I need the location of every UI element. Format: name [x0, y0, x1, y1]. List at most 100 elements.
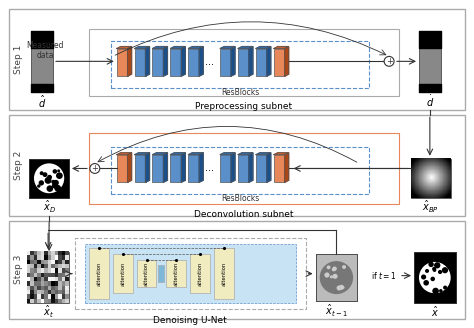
Circle shape	[90, 164, 100, 174]
Circle shape	[332, 266, 337, 271]
Circle shape	[439, 289, 443, 293]
Circle shape	[56, 172, 63, 179]
Text: Measured
data: Measured data	[27, 41, 64, 60]
Circle shape	[332, 268, 336, 271]
FancyBboxPatch shape	[153, 49, 164, 76]
Circle shape	[339, 285, 344, 290]
Circle shape	[342, 286, 345, 289]
FancyBboxPatch shape	[89, 248, 109, 299]
FancyBboxPatch shape	[190, 254, 210, 293]
Text: attention: attention	[144, 261, 149, 286]
Text: attention: attention	[198, 261, 203, 286]
FancyBboxPatch shape	[111, 41, 369, 88]
Polygon shape	[146, 47, 149, 76]
Circle shape	[421, 275, 426, 279]
Polygon shape	[128, 47, 132, 76]
Circle shape	[428, 262, 434, 267]
FancyBboxPatch shape	[89, 29, 399, 96]
Circle shape	[443, 286, 447, 290]
Polygon shape	[164, 47, 167, 76]
Text: attention: attention	[120, 261, 125, 286]
Polygon shape	[274, 153, 289, 155]
Polygon shape	[182, 47, 185, 76]
FancyBboxPatch shape	[135, 155, 146, 182]
Circle shape	[324, 273, 329, 277]
FancyBboxPatch shape	[188, 155, 199, 182]
Circle shape	[432, 288, 439, 294]
FancyBboxPatch shape	[9, 115, 465, 215]
Polygon shape	[170, 47, 185, 49]
Circle shape	[46, 185, 53, 192]
Circle shape	[342, 265, 346, 269]
FancyBboxPatch shape	[170, 155, 182, 182]
Circle shape	[55, 185, 61, 192]
FancyBboxPatch shape	[214, 248, 234, 299]
FancyBboxPatch shape	[170, 49, 182, 76]
Text: attention: attention	[96, 261, 101, 286]
FancyBboxPatch shape	[158, 265, 164, 282]
FancyBboxPatch shape	[316, 254, 357, 301]
Circle shape	[432, 267, 436, 271]
Polygon shape	[146, 153, 149, 182]
FancyBboxPatch shape	[274, 155, 285, 182]
Circle shape	[434, 262, 440, 268]
Text: ...: ...	[205, 57, 214, 67]
Circle shape	[337, 285, 342, 291]
Polygon shape	[285, 47, 289, 76]
Polygon shape	[238, 47, 253, 49]
Circle shape	[319, 261, 353, 294]
Polygon shape	[231, 153, 235, 182]
FancyBboxPatch shape	[220, 49, 231, 76]
Polygon shape	[285, 153, 289, 182]
Circle shape	[51, 180, 55, 184]
Text: $\hat{x}_t$: $\hat{x}_t$	[43, 304, 54, 320]
Circle shape	[53, 180, 59, 186]
FancyBboxPatch shape	[316, 254, 357, 301]
FancyBboxPatch shape	[75, 238, 306, 309]
FancyBboxPatch shape	[220, 155, 231, 182]
Circle shape	[37, 184, 41, 188]
Text: Deconvolution subnet: Deconvolution subnet	[194, 210, 294, 219]
Circle shape	[430, 277, 435, 281]
Text: $\hat{x}_{BP}$: $\hat{x}_{BP}$	[422, 199, 439, 215]
Polygon shape	[128, 153, 132, 182]
Circle shape	[45, 177, 52, 184]
Polygon shape	[267, 47, 271, 76]
FancyBboxPatch shape	[31, 31, 53, 92]
Text: $\hat{x}_D$: $\hat{x}_D$	[43, 199, 55, 215]
Text: +: +	[91, 164, 98, 173]
FancyBboxPatch shape	[238, 155, 249, 182]
Text: +: +	[386, 57, 392, 66]
FancyBboxPatch shape	[153, 155, 164, 182]
Circle shape	[330, 276, 333, 278]
Text: $\hat{x}$: $\hat{x}$	[431, 305, 439, 319]
Text: $\hat{x}_{t-1}$: $\hat{x}_{t-1}$	[325, 303, 348, 319]
Polygon shape	[256, 153, 271, 155]
Circle shape	[57, 169, 60, 172]
Polygon shape	[135, 47, 149, 49]
Circle shape	[384, 56, 394, 66]
Text: ResBlocks: ResBlocks	[221, 88, 259, 97]
FancyBboxPatch shape	[29, 159, 69, 198]
Circle shape	[43, 172, 47, 177]
FancyBboxPatch shape	[9, 9, 465, 110]
Polygon shape	[153, 153, 167, 155]
FancyBboxPatch shape	[166, 260, 186, 287]
Circle shape	[433, 268, 436, 272]
Polygon shape	[164, 153, 167, 182]
Text: ResBlocks: ResBlocks	[221, 194, 259, 203]
Circle shape	[425, 269, 429, 273]
Polygon shape	[256, 47, 271, 49]
FancyBboxPatch shape	[414, 252, 456, 303]
FancyBboxPatch shape	[27, 252, 69, 303]
Polygon shape	[238, 153, 253, 155]
Circle shape	[53, 169, 57, 174]
Circle shape	[40, 171, 44, 175]
Polygon shape	[267, 153, 271, 182]
Polygon shape	[188, 153, 203, 155]
FancyBboxPatch shape	[29, 159, 69, 198]
FancyBboxPatch shape	[256, 155, 267, 182]
Text: Step 2: Step 2	[14, 151, 23, 180]
Polygon shape	[182, 153, 185, 182]
Polygon shape	[188, 47, 203, 49]
